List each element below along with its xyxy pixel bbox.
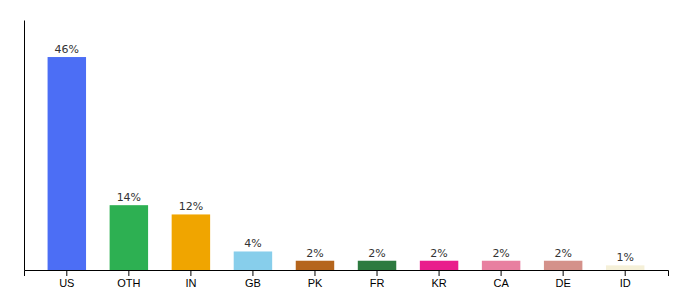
x-tick-mark (439, 270, 440, 276)
x-tick: GB (245, 270, 261, 289)
x-tick-mark (377, 270, 378, 276)
data-label: 12% (179, 200, 203, 213)
x-tick-mark (501, 270, 502, 276)
x-tick: US (59, 270, 74, 289)
x-tick-mark (252, 270, 253, 276)
data-label: 46% (55, 43, 79, 56)
x-tick-label: DE (556, 277, 571, 289)
y-axis (24, 21, 25, 271)
data-label: 14% (117, 191, 141, 204)
data-label: 4% (244, 237, 261, 250)
x-tick: CA (493, 270, 509, 289)
x-tick-label: IN (185, 277, 196, 289)
data-label: 2% (430, 247, 447, 260)
x-tick-label: KR (431, 277, 446, 289)
data-label: 2% (554, 247, 571, 260)
bar (48, 57, 86, 270)
data-label: 2% (492, 247, 509, 260)
bar (544, 261, 582, 270)
x-tick: PK (308, 270, 323, 289)
plot: 46% 14% 12% 4% 2% 2% 2% 2% 2% 1% US OTH IN GB PK FR KR CA… (25, 21, 669, 289)
bar (234, 251, 272, 270)
x-tick: IN (185, 270, 196, 289)
x-axis-line (25, 271, 669, 277)
data-label: 2% (306, 247, 323, 260)
chart: 46% 14% 12% 4% 2% 2% 2% 2% 2% 1% US OTH IN GB PK FR KR CA… (0, 0, 680, 300)
x-tick-label: ID (620, 277, 631, 289)
x-tick: ID (620, 270, 631, 289)
data-label: 2% (368, 247, 385, 260)
bar (358, 261, 396, 270)
x-tick-mark (128, 270, 129, 276)
bar (296, 261, 334, 270)
x-tick-label: OTH (117, 277, 140, 289)
x-tick: FR (370, 270, 385, 289)
x-tick-mark (190, 270, 191, 276)
x-tick: DE (556, 270, 571, 289)
x-tick-label: CA (493, 277, 509, 289)
x-tick: OTH (117, 270, 140, 289)
bar (420, 261, 458, 270)
bar (110, 205, 148, 270)
x-tick: KR (431, 270, 446, 289)
bars (48, 57, 645, 270)
y-axis-line (24, 21, 25, 271)
x-tick-mark (66, 270, 67, 276)
x-tick-mark (563, 270, 564, 276)
x-tick-mark (314, 270, 315, 276)
bar (482, 261, 520, 270)
x-axis: US OTH IN GB PK FR KR CA DE ID (25, 270, 669, 289)
x-tick-label: PK (308, 277, 323, 289)
x-tick-label: US (59, 277, 74, 289)
bar (172, 214, 210, 270)
x-tick-mark (625, 270, 626, 276)
x-tick-label: GB (245, 277, 261, 289)
bar (606, 265, 644, 270)
data-labels: 46% 14% 12% 4% 2% 2% 2% 2% 2% 1% (55, 43, 634, 264)
x-tick-label: FR (370, 277, 385, 289)
data-label: 1% (616, 251, 633, 264)
